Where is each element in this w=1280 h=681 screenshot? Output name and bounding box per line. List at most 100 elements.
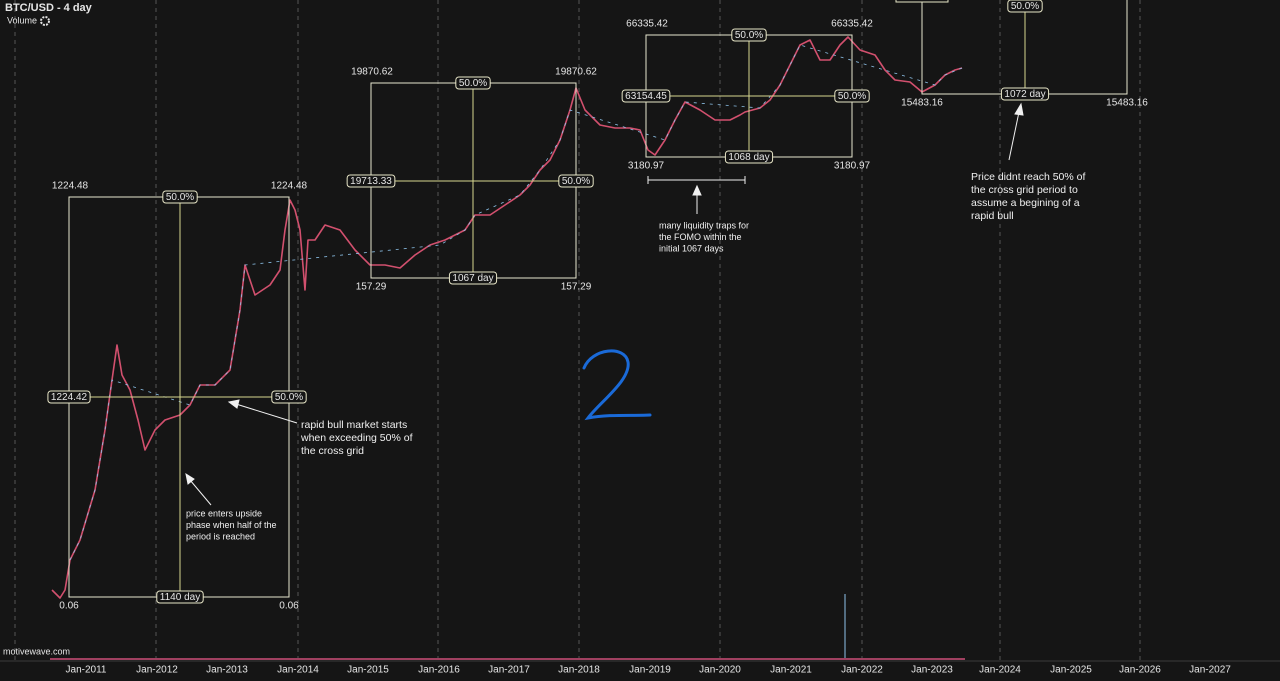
price-label: 66335.42 <box>831 19 873 30</box>
tag-box <box>834 89 870 103</box>
percent-tag-text: 50.0% <box>1011 1 1039 12</box>
x-tick-label: Jan-2015 <box>347 665 389 676</box>
tag-box <box>558 174 594 188</box>
cross-grid <box>68 196 290 598</box>
percent-tag-text: 50.0% <box>838 91 866 102</box>
price-tag: 19713.33 <box>346 174 396 188</box>
annotation-line: when exceeding 50% of <box>300 432 413 444</box>
percent-tag-text: 50.0% <box>735 30 763 41</box>
x-tick-label: Jan-2017 <box>488 665 530 676</box>
x-tick-label: Jan-2027 <box>1189 665 1231 676</box>
x-tick-label: Jan-2023 <box>911 665 953 676</box>
x-tick-label: Jan-2021 <box>770 665 812 676</box>
price-trace <box>51 36 963 599</box>
percent-tag-text: 50.0% <box>459 78 487 89</box>
arrow-head <box>227 399 240 409</box>
arrow <box>235 403 298 424</box>
price-tag-text: 1224.42 <box>51 392 88 403</box>
time-grid <box>14 0 1141 660</box>
x-tick-label: Jan-2025 <box>1050 665 1092 676</box>
cross-grid <box>645 34 853 158</box>
arrow-head <box>185 472 195 485</box>
annotation-line: many liquidity traps for <box>659 220 749 230</box>
price-label: 3180.97 <box>834 161 871 172</box>
percent-tag: 50.0% <box>731 28 767 42</box>
annotation-line: price enters upside <box>186 508 262 518</box>
grid-labels: 1224.48 1224.48 50.0% 1224.42 50.0% 1140 day 0… <box>47 0 1148 612</box>
arrow <box>1008 111 1020 161</box>
price-label: 3180.97 <box>628 161 665 172</box>
tag-box <box>895 0 949 3</box>
tag-box <box>271 390 307 404</box>
x-tick-label: Jan-2013 <box>206 665 248 676</box>
tag-box <box>156 590 204 604</box>
settings-icon[interactable] <box>40 16 50 26</box>
period-tag-text: 1072 day <box>1004 89 1045 100</box>
period-tag-text: 1067 day <box>452 273 493 284</box>
arrow-head <box>692 184 702 196</box>
period-tag-text: 1068 day <box>728 152 769 163</box>
tag-box <box>455 76 491 90</box>
price-tag: 63154.45 <box>621 89 671 103</box>
cross-grid <box>895 0 1128 95</box>
x-tick-label: Jan-2012 <box>136 665 178 676</box>
annotation-line: the cross grid <box>301 445 364 457</box>
x-tick-label: Jan-2014 <box>277 665 319 676</box>
arrows <box>185 102 1024 506</box>
x-tick-label: Jan-2022 <box>841 665 883 676</box>
tag-box <box>162 190 198 204</box>
annotation-line: rapid bull market starts <box>301 419 407 431</box>
price-tag: 1224.42 <box>47 390 91 404</box>
period-tag: 1140 day <box>156 590 204 604</box>
percent-tag: 50.0% <box>558 174 594 188</box>
period-tag: 1072 day <box>1000 87 1050 101</box>
percent-tag: 50.0% <box>834 89 870 103</box>
hand-drawn-mark <box>582 349 652 421</box>
price-label: 1224.48 <box>271 181 308 192</box>
x-tick-label: Jan-2018 <box>558 665 600 676</box>
price-label: 157.29 <box>561 282 592 293</box>
indicator-label: Volume <box>7 15 37 25</box>
annotation-line: the FOMO within the <box>659 232 742 242</box>
tag-box <box>47 390 91 404</box>
percent-tag-text: 50.0% <box>562 176 590 187</box>
annotation-line: assume a begining of a <box>971 197 1080 209</box>
x-tick-label: Jan-2026 <box>1119 665 1161 676</box>
price-label: 19870.62 <box>351 67 393 78</box>
arrow-head <box>1014 102 1024 116</box>
annotation-line: Price didnt reach 50% of <box>971 171 1085 183</box>
tag-box <box>346 174 396 188</box>
chart-title: BTC/USD - 4 day <box>5 2 93 14</box>
period-tag: 1068 day <box>724 150 774 164</box>
tag-box <box>731 28 767 42</box>
price-label: 15483.16 <box>901 98 943 109</box>
price-label: 0.06 <box>279 601 299 612</box>
cross-grid <box>370 82 577 279</box>
x-tick-label: Jan-2016 <box>418 665 460 676</box>
annotation-line: the cross grid period to <box>971 184 1078 196</box>
annotation-line: period is reached <box>186 531 255 541</box>
price-label: 66335.42 <box>626 19 668 30</box>
price-label: 157.29 <box>356 282 387 293</box>
annotation-line: phase when half of the <box>186 520 277 530</box>
period-tag: 1067 day <box>448 271 498 285</box>
x-tick-label: Jan-2024 <box>979 665 1021 676</box>
x-tick-label: Jan-2011 <box>66 665 107 676</box>
annotation-line: initial 1067 days <box>659 243 724 253</box>
watermark: motivewave.com <box>3 646 70 656</box>
tag-box <box>448 271 498 285</box>
annotation-line: rapid bull <box>971 210 1014 222</box>
price-tag-text: 19713.33 <box>350 176 392 187</box>
tag-box <box>724 150 774 164</box>
price-trace-up <box>69 44 963 561</box>
price-label: 19870.62 <box>555 67 597 78</box>
price-tag-text: 63154.45 <box>625 91 667 102</box>
percent-tag: 50.0% <box>271 390 307 404</box>
tag-box <box>1000 87 1050 101</box>
x-axis: Jan-2011 Jan-2012 Jan-2013 Jan-2014 Jan-2015… <box>66 665 1232 676</box>
tag-box <box>621 89 671 103</box>
x-tick-label: Jan-2020 <box>699 665 741 676</box>
